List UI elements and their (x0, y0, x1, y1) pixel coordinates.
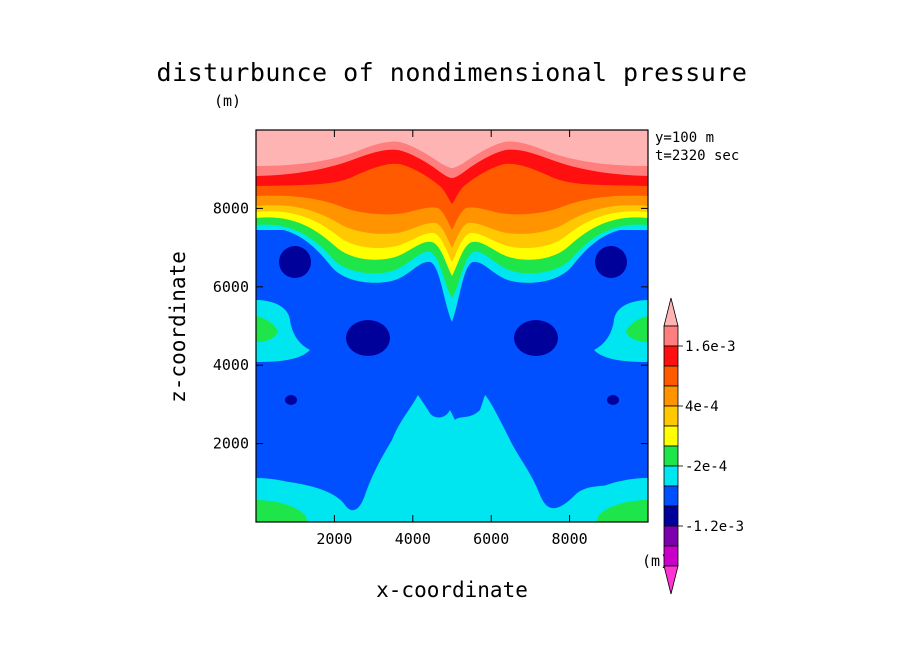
colorbar-segment (663, 365, 679, 387)
info-y-position: y=100 m (655, 130, 715, 146)
colorbar-segment (663, 405, 679, 427)
contour-fill (256, 130, 648, 522)
plot-frame (255, 129, 649, 523)
y-tick-label: 4000 (213, 356, 249, 374)
colorbar-segment (663, 485, 679, 507)
x-tick-label: 4000 (395, 530, 431, 548)
colorbar-label: 4e-4 (685, 399, 719, 415)
x-tick-label: 8000 (552, 530, 588, 548)
colorbar-unit-label: (m) (642, 552, 670, 570)
colorbar-label: -1.2e-3 (685, 519, 744, 535)
chart-title: disturbunce of nondimensional pressure (156, 58, 748, 87)
colorbar-segment (663, 445, 679, 467)
colorbar-segment (663, 505, 679, 527)
x-axis-label: x-coordinate (376, 578, 528, 602)
colorbar-segment (663, 325, 679, 347)
title-unit-label: (m) (214, 92, 242, 110)
y-tick-label: 6000 (213, 278, 249, 296)
x-tick-label: 6000 (473, 530, 509, 548)
colorbar-label: -2e-4 (685, 459, 727, 475)
colorbar-segment (663, 545, 679, 567)
info-time: t=2320 sec (655, 148, 740, 164)
colorbar-segment (663, 345, 679, 367)
colorbar-min-arrow (663, 565, 679, 595)
y-tick-label: 2000 (213, 435, 249, 453)
colorbar-segment (663, 525, 679, 547)
x-tick-label: 2000 (316, 530, 352, 548)
colorbar-label: 1.6e-3 (685, 339, 736, 355)
colorbar-max-arrow (663, 297, 679, 327)
colorbar-segment (663, 385, 679, 407)
y-tick-label: 8000 (213, 199, 249, 217)
colorbar-segment (663, 425, 679, 447)
colorbar-segment (663, 465, 679, 487)
